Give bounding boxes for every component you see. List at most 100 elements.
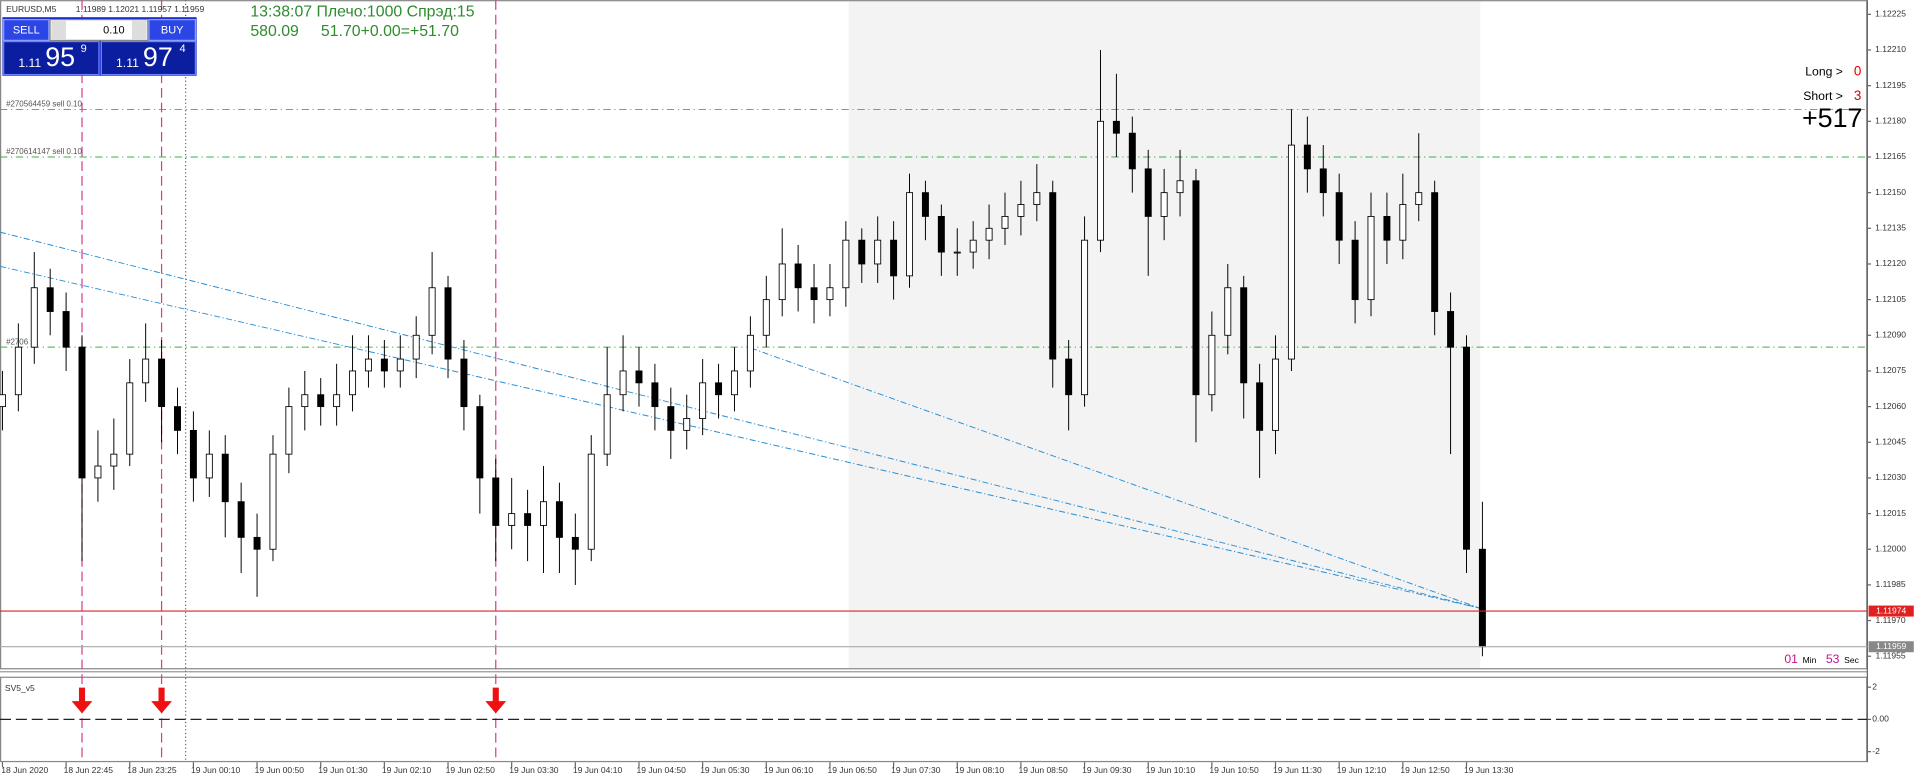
candle-body (635, 370, 643, 384)
timer-min: 01 (1784, 652, 1798, 666)
candle-body (937, 215, 945, 253)
candle-body (555, 501, 563, 538)
lot-field[interactable] (49, 19, 149, 41)
sell-button[interactable] (3, 19, 50, 41)
candle-body (603, 394, 611, 455)
candle-body (1096, 120, 1104, 241)
candle-body (746, 334, 754, 372)
sell-small: 9 (81, 43, 87, 55)
sell-label[interactable]: SELL (13, 25, 40, 37)
candle-body (364, 358, 372, 372)
candle-body (1415, 192, 1423, 205)
y-tick-label: 1.12015 (1875, 508, 1906, 518)
info-line: 580.09 51.70+0.00=+51.70 (250, 23, 459, 40)
buy-label[interactable]: BUY (161, 25, 184, 37)
candle-body (651, 382, 659, 408)
x-tick-label: 19 Jun 01:30 (318, 765, 368, 775)
candle-body (492, 477, 500, 526)
candle-body (1478, 548, 1486, 648)
candle-body (1049, 192, 1057, 360)
lot-down[interactable] (51, 20, 66, 40)
candle-body (1017, 204, 1025, 217)
candle-body (810, 287, 818, 301)
indicator-tick-label: -2 (1872, 746, 1880, 756)
symbol: EURUSD,M5 (6, 4, 57, 14)
x-tick-label: 19 Jun 02:10 (382, 765, 432, 775)
ohlc: 1.11989 1.12021 1.11957 1.11959 (76, 4, 205, 14)
candle-body (62, 311, 70, 348)
y-tick-label: 1.12165 (1875, 151, 1906, 161)
y-tick-label: 1.12120 (1875, 258, 1906, 268)
candle-body (1303, 144, 1311, 170)
trend-lines (0, 231, 1481, 609)
buy-button[interactable] (148, 19, 197, 41)
candle-body (1033, 192, 1041, 205)
candle-body (301, 394, 309, 408)
x-tick-label: 18 Jun 22:45 (64, 765, 114, 775)
x-tick-label: 19 Jun 09:30 (1082, 765, 1132, 775)
x-tick-label: 19 Jun 08:10 (955, 765, 1005, 775)
timer-min-unit: Min (1803, 655, 1817, 665)
candle-body (619, 370, 627, 396)
candle-body (1463, 346, 1470, 550)
candle-body (953, 251, 961, 254)
candle-body (762, 299, 770, 336)
candle-body (444, 287, 452, 360)
candle-body (46, 287, 54, 312)
candle-body (412, 334, 420, 360)
x-tick-label: 19 Jun 07:30 (891, 765, 941, 775)
x-tick-label: 18 Jun 2020 (1, 765, 48, 775)
buy-price-box[interactable] (100, 40, 197, 76)
sell-price-box[interactable] (3, 40, 100, 76)
y-tick-label: 1.12195 (1875, 80, 1906, 90)
candle-body (110, 453, 118, 467)
indicator-tick-label: 0.00 (1872, 714, 1889, 724)
candle-body (253, 536, 261, 550)
candle-body (778, 263, 786, 301)
buy-small: 4 (180, 43, 186, 55)
sell-prefix: 1.11 (18, 56, 41, 70)
buy-main: 97 (143, 42, 173, 72)
candle-body (1224, 287, 1232, 336)
candle-body (1081, 239, 1089, 396)
candle-body (428, 287, 436, 336)
candle-body (969, 239, 977, 253)
bid-label: 1.11959 (1876, 641, 1906, 651)
lot-up[interactable] (131, 20, 147, 40)
x-tick-label: 19 Jun 05:30 (700, 765, 750, 775)
candle-body (1128, 132, 1136, 170)
candle-body (1240, 287, 1248, 384)
x-tick-label: 18 Jun 23:25 (127, 765, 177, 775)
x-tick-label: 19 Jun 06:10 (764, 765, 814, 775)
trade-panel: SELL 0.10 BUY 1.11 95 9 1.11 97 4 (2, 17, 197, 76)
candle-body (1431, 192, 1439, 312)
candle-body (1256, 382, 1264, 431)
sell-arrow (151, 687, 172, 714)
candle-body (333, 394, 341, 408)
candle-body (524, 513, 532, 526)
candle-body (874, 239, 882, 265)
y-tick-label: 1.12225 (1875, 9, 1906, 19)
lot-value[interactable]: 0.10 (103, 25, 124, 37)
order-label: #2706 (6, 337, 29, 346)
candle-body (126, 382, 134, 455)
y-tick-label: 1.12075 (1875, 365, 1906, 375)
y-tick-label: 1.12210 (1875, 44, 1906, 54)
candle-body (1399, 204, 1407, 241)
candle-body (380, 358, 388, 372)
candle-body (1335, 192, 1343, 241)
long-value: 0 (1854, 64, 1861, 79)
candle-body (508, 513, 516, 526)
ask-label: 1.11974 (1876, 605, 1906, 615)
order-label: #270564459 sell 0.10 (6, 100, 82, 109)
trend-line (0, 265, 1481, 609)
candle-body (730, 370, 738, 396)
candle-body (921, 192, 929, 217)
candle-body (571, 536, 579, 550)
x-tick-label: 19 Jun 13:30 (1464, 765, 1514, 775)
candle-body (1319, 168, 1327, 194)
short-label: Short > (1803, 89, 1843, 103)
candle-body (1065, 358, 1073, 396)
x-tick-label: 19 Jun 03:30 (509, 765, 559, 775)
